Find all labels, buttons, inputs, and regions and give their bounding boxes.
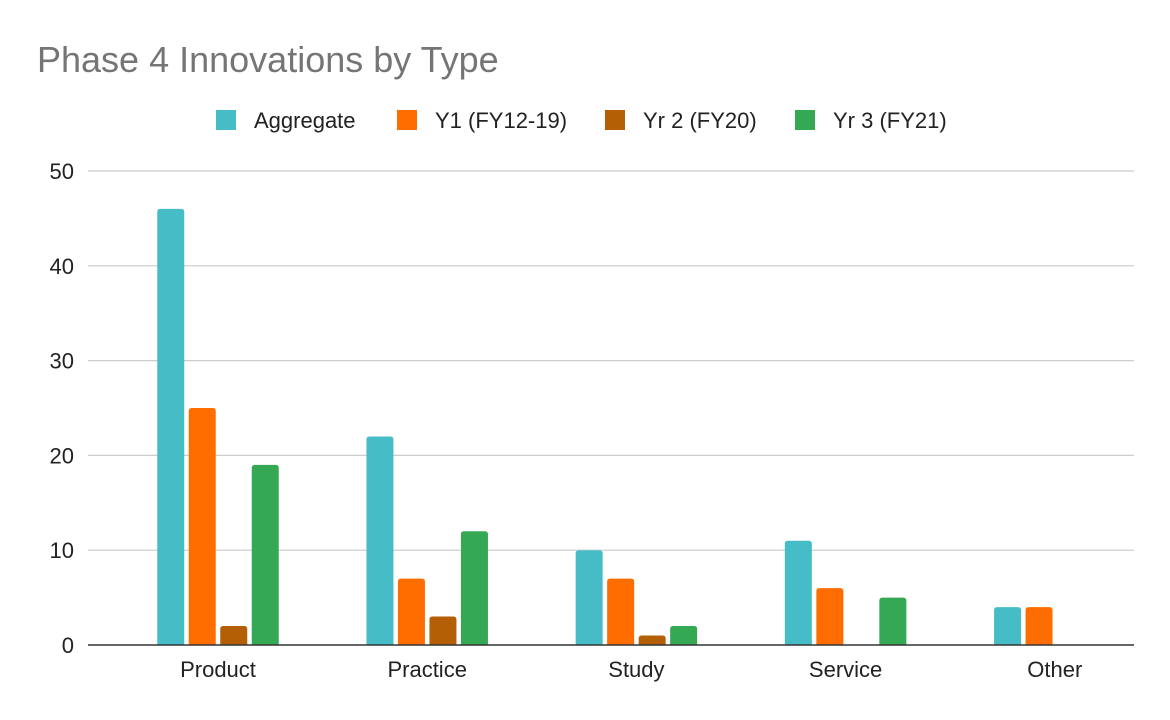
bar-product-series-1 xyxy=(188,408,216,645)
legend-swatch-3 xyxy=(795,110,815,130)
bar-practice-series-1 xyxy=(397,578,425,645)
bar-service-series-0 xyxy=(784,540,812,645)
legend-swatch-2 xyxy=(605,110,625,130)
bar-other-series-1 xyxy=(1025,607,1053,645)
y-tick-label-50: 50 xyxy=(50,159,74,184)
y-tick-label-20: 20 xyxy=(50,443,74,468)
bar-study-series-3 xyxy=(670,626,698,645)
gridlines xyxy=(88,170,1134,551)
bar-study-series-2 xyxy=(638,635,666,645)
bar-service-series-3 xyxy=(879,597,907,645)
legend-swatch-0 xyxy=(216,110,236,130)
legend-label-2: Yr 2 (FY20) xyxy=(643,108,757,133)
bar-service-series-1 xyxy=(816,588,844,645)
legend-label-3: Yr 3 (FY21) xyxy=(833,108,947,133)
legend: Aggregate Y1 (FY12-19) Yr 2 (FY20) Yr 3 (FY… xyxy=(216,108,947,133)
y-tick-label-30: 30 xyxy=(50,349,74,374)
chart-title: Phase 4 Innovations by Type xyxy=(37,39,499,80)
bar-practice-series-3 xyxy=(460,531,488,645)
bar-study-series-0 xyxy=(575,550,603,645)
legend-label-1: Y1 (FY12-19) xyxy=(435,108,567,133)
legend-swatch-1 xyxy=(397,110,417,130)
bar-practice-series-0 xyxy=(366,436,394,645)
bar-practice-series-2 xyxy=(429,616,457,645)
y-tick-label-40: 40 xyxy=(50,254,74,279)
y-tick-label-10: 10 xyxy=(50,538,74,563)
x-axis: Product Practice Study Service Other xyxy=(88,644,1134,682)
x-tick-label-service: Service xyxy=(809,657,882,682)
x-tick-label-study: Study xyxy=(608,657,664,682)
y-axis: 0 10 20 30 40 50 xyxy=(50,159,74,658)
bar-product-series-2 xyxy=(220,626,248,645)
bar-study-series-1 xyxy=(607,578,635,645)
x-tick-label-other: Other xyxy=(1027,657,1082,682)
bar-product-series-0 xyxy=(157,208,185,646)
bar-other-series-0 xyxy=(994,607,1022,645)
x-tick-label-product: Product xyxy=(180,657,256,682)
bars xyxy=(157,208,1053,646)
x-tick-label-practice: Practice xyxy=(387,657,466,682)
bar-product-series-3 xyxy=(251,464,279,645)
legend-label-0: Aggregate xyxy=(254,108,356,133)
y-tick-label-0: 0 xyxy=(62,633,74,658)
